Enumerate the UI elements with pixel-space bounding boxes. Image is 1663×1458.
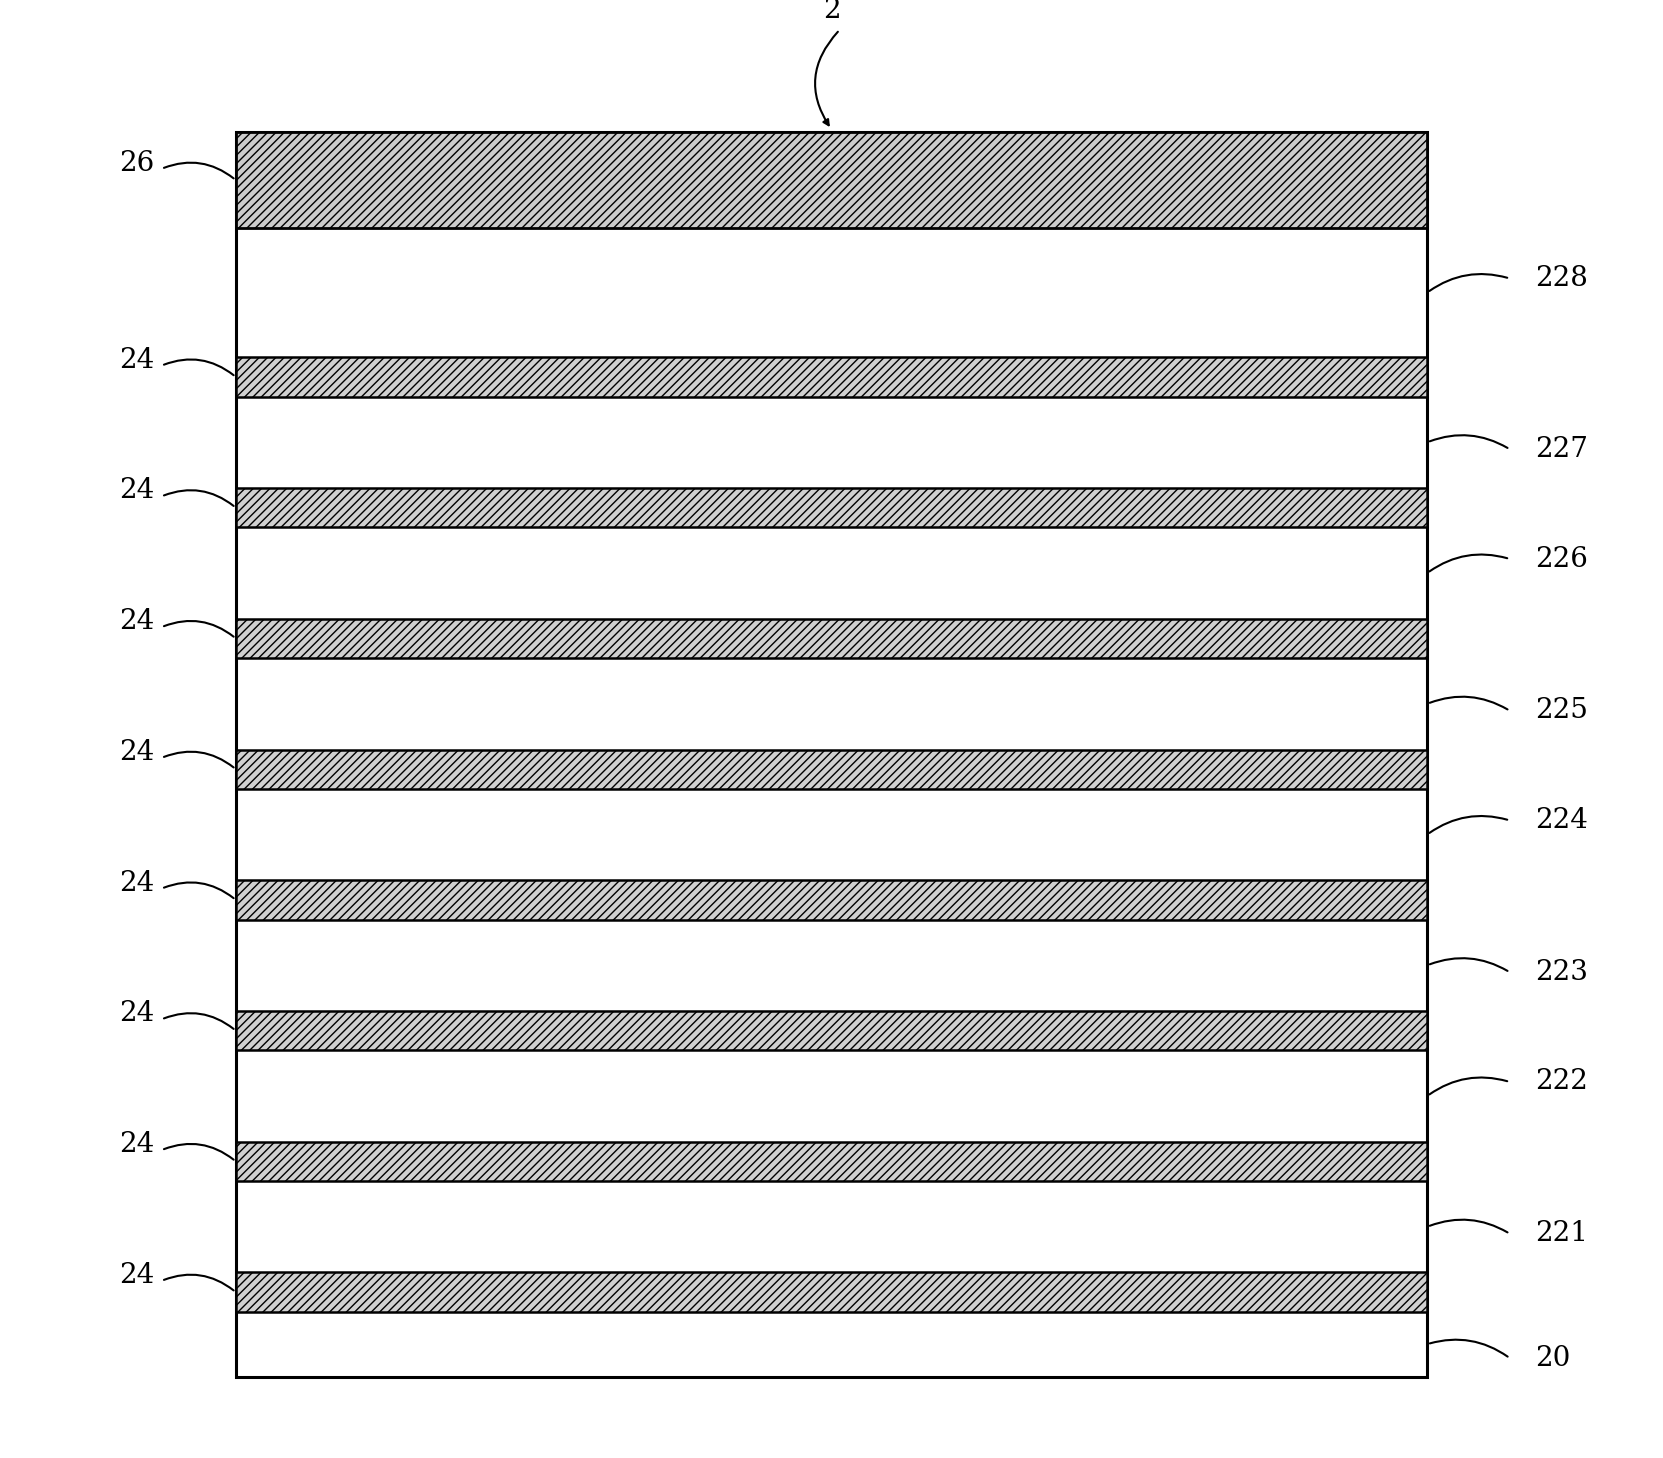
Bar xyxy=(236,1142,1427,1181)
Bar xyxy=(236,881,1427,920)
Text: 227: 227 xyxy=(1535,436,1588,462)
Text: 225: 225 xyxy=(1535,697,1588,725)
Text: 222: 222 xyxy=(1535,1069,1588,1095)
Text: 20: 20 xyxy=(1535,1344,1570,1372)
Bar xyxy=(236,133,1427,227)
Text: 24: 24 xyxy=(120,1261,155,1289)
Text: 24: 24 xyxy=(120,608,155,636)
Text: 223: 223 xyxy=(1535,959,1588,986)
Text: 24: 24 xyxy=(120,869,155,897)
Bar xyxy=(236,357,1427,397)
Text: 24: 24 xyxy=(120,1131,155,1158)
Bar xyxy=(236,488,1427,528)
Bar xyxy=(236,1010,1427,1050)
Bar xyxy=(236,133,1427,1376)
Text: 26: 26 xyxy=(120,150,155,176)
Text: 228: 228 xyxy=(1535,265,1588,292)
Text: 24: 24 xyxy=(120,347,155,373)
Bar xyxy=(236,1273,1427,1312)
Text: 24: 24 xyxy=(120,739,155,765)
Text: 226: 226 xyxy=(1535,545,1588,573)
Text: 224: 224 xyxy=(1535,806,1588,834)
Text: 24: 24 xyxy=(120,1000,155,1028)
Text: 24: 24 xyxy=(120,477,155,504)
Bar xyxy=(236,749,1427,789)
Bar xyxy=(236,618,1427,658)
Text: 2: 2 xyxy=(823,0,840,23)
Text: 221: 221 xyxy=(1535,1220,1588,1247)
